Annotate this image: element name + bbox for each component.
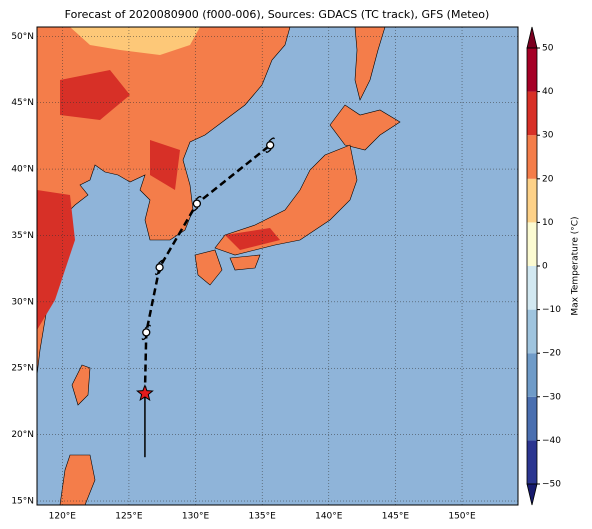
colorbar-segment bbox=[527, 91, 537, 136]
typhoon-eye bbox=[155, 263, 164, 272]
lon-tick-label: 145°E bbox=[382, 512, 410, 522]
hokkaido bbox=[329, 104, 401, 151]
colorbar-tick-label: −50 bbox=[542, 480, 561, 490]
map-frame bbox=[36, 26, 519, 506]
colorbar-tick-label: 20 bbox=[542, 174, 554, 184]
colorbar-segment bbox=[527, 396, 537, 441]
lat-tick-label: 20°N bbox=[11, 430, 34, 440]
luzon bbox=[59, 454, 96, 505]
colorbar-under bbox=[526, 483, 538, 506]
shikoku bbox=[229, 254, 261, 271]
map-title: Forecast of 2020080900 (f000-006), Sourc… bbox=[65, 8, 490, 21]
colorbar-label: Max Temperature (°C) bbox=[571, 216, 581, 315]
colorbar-segment bbox=[527, 135, 537, 179]
typhoon-eye bbox=[192, 199, 202, 208]
colorbar-tick-label: 40 bbox=[542, 87, 554, 97]
lat-tick-label: 25°N bbox=[11, 364, 34, 374]
lon-tick-label: 130°E bbox=[182, 512, 210, 522]
track bbox=[136, 137, 275, 458]
colorbar-segment bbox=[527, 309, 537, 354]
colorbar-segment bbox=[527, 222, 537, 266]
colorbar-over bbox=[526, 26, 538, 49]
typhoon-symbol bbox=[192, 195, 202, 212]
colorbar-segment bbox=[527, 178, 537, 223]
lon-tick-label: 135°E bbox=[248, 512, 276, 522]
colorbar-tick-label: −10 bbox=[542, 305, 561, 315]
colorbar-tick-label: 30 bbox=[542, 131, 554, 141]
lon-tick-label: 150°E bbox=[448, 512, 476, 522]
colorbar-tick-label: −40 bbox=[542, 436, 561, 446]
colorbar: −50 −40 −30 −20 −10 0 10 20 30 40 50 bbox=[526, 26, 561, 506]
lon-tick-label: 120°E bbox=[49, 512, 77, 522]
honshu bbox=[214, 144, 358, 256]
colorbar-tick-label: −20 bbox=[542, 349, 561, 359]
typhoon-eye bbox=[142, 328, 151, 337]
lon-tick-label: 140°E bbox=[315, 512, 343, 522]
current-position bbox=[136, 384, 154, 402]
typhoon-eye bbox=[266, 141, 275, 150]
lat-tick-label: 45°N bbox=[11, 98, 34, 108]
lat-tick-label: 15°N bbox=[11, 497, 34, 507]
colorbar-segment bbox=[527, 353, 537, 397]
colorbar-tick-label: 0 bbox=[542, 262, 548, 272]
map-area bbox=[37, 27, 518, 505]
taiwan bbox=[71, 364, 91, 406]
axes: 120°E 125°E 130°E 135°E 140°E 145°E 150°E 15°N 2… bbox=[11, 32, 476, 522]
colorbar-tick-label: 10 bbox=[542, 218, 554, 228]
colorbar-segment bbox=[527, 48, 537, 92]
lon-tick-label: 125°E bbox=[115, 512, 143, 522]
sakhalin bbox=[354, 27, 386, 101]
warm-patch bbox=[70, 27, 200, 55]
colorbar-segment bbox=[527, 440, 537, 484]
lat-tick-label: 50°N bbox=[11, 32, 34, 42]
hot-patch bbox=[225, 228, 280, 250]
colorbar-tick-label: −30 bbox=[542, 392, 561, 402]
lat-tick-label: 35°N bbox=[11, 231, 34, 241]
kyushu bbox=[194, 249, 223, 286]
typhoon-symbol bbox=[141, 324, 151, 341]
lat-tick-label: 40°N bbox=[11, 165, 34, 175]
colorbar-segment bbox=[527, 266, 537, 310]
hot-patch bbox=[37, 70, 180, 330]
graticule bbox=[37, 27, 518, 505]
typhoon-symbol bbox=[265, 137, 275, 153]
colorbar-tick-label: 50 bbox=[542, 44, 554, 54]
lat-tick-label: 30°N bbox=[11, 297, 34, 307]
typhoon-symbol bbox=[154, 259, 165, 276]
